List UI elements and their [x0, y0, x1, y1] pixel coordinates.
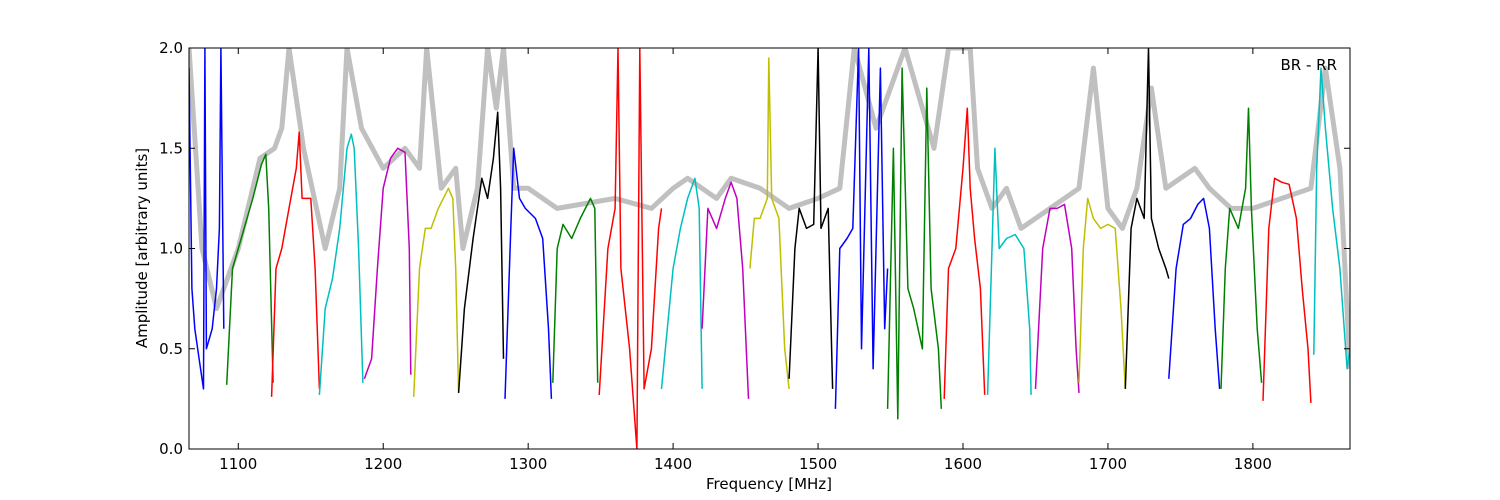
y-axis-label: Amplitude [arbitrary units] — [133, 148, 151, 348]
y-tick-label: 0.5 — [159, 340, 183, 358]
y-tick-label: 0.0 — [159, 440, 183, 458]
series-line — [318, 133, 364, 395]
x-tick-label: 1500 — [799, 455, 837, 473]
y-tick-label: 1.5 — [159, 139, 183, 157]
x-axis-label: Frequency [MHz] — [706, 475, 832, 493]
series-line — [412, 187, 460, 397]
plot-area — [189, 48, 1350, 449]
series-line — [701, 181, 750, 399]
series-line — [1078, 197, 1127, 389]
x-tick-label: 1600 — [944, 455, 982, 473]
series-line — [552, 197, 599, 383]
y-tick-label: 1.0 — [159, 240, 183, 258]
x-tick-label: 1300 — [509, 455, 547, 473]
series-line — [788, 48, 834, 389]
x-tick-label: 1400 — [654, 455, 692, 473]
x-tick-label: 1700 — [1089, 455, 1127, 473]
series-line — [886, 67, 943, 420]
annotation: BR - RR — [1280, 56, 1337, 74]
x-tick-label: 1800 — [1234, 455, 1272, 473]
series-line — [504, 147, 553, 399]
series-line — [270, 131, 321, 397]
series-line — [189, 48, 1350, 369]
series-line — [1168, 197, 1221, 389]
series-line — [986, 147, 1032, 395]
series-line — [598, 48, 663, 449]
series-line — [225, 153, 274, 385]
series-line — [457, 111, 505, 393]
series-line — [660, 177, 703, 389]
series-line — [943, 107, 986, 399]
series-line — [749, 57, 790, 389]
y-tick-label: 2.0 — [159, 39, 183, 57]
series-line — [834, 48, 889, 409]
series-line — [189, 48, 225, 390]
series-line — [1262, 177, 1312, 403]
series-line — [363, 147, 412, 380]
series-line — [1220, 107, 1263, 389]
x-tick-label: 1100 — [219, 455, 257, 473]
x-tick-label: 1200 — [364, 455, 402, 473]
series-line — [1313, 67, 1350, 370]
series-line — [1034, 203, 1080, 393]
series-line — [1124, 48, 1170, 389]
